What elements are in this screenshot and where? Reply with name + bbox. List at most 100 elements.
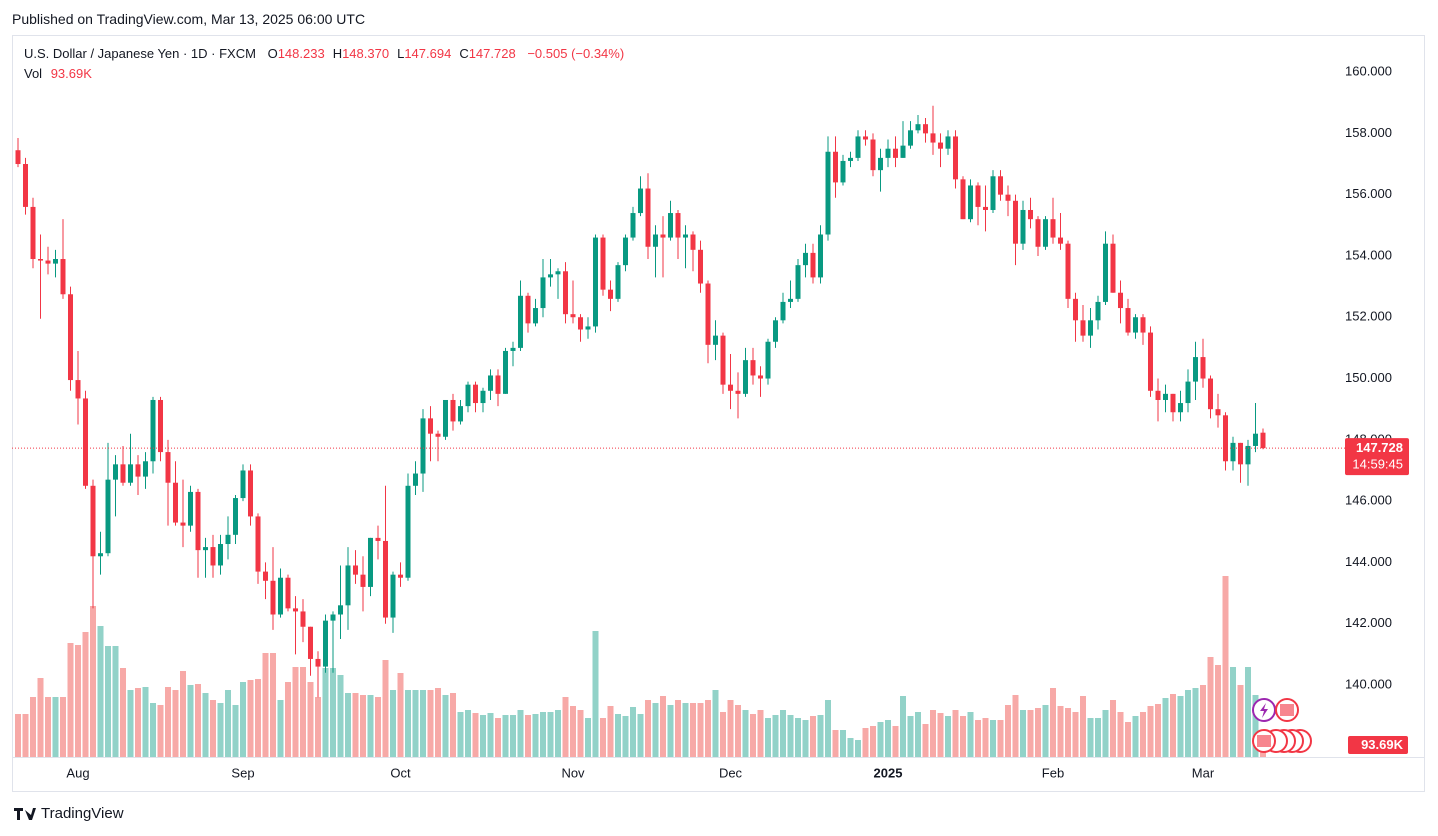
y-tick-label: 158.000 xyxy=(1345,125,1392,140)
volume-bar xyxy=(727,700,734,757)
volume-bar xyxy=(1102,710,1109,757)
volume-bar xyxy=(900,696,906,757)
ohlc-key: H xyxy=(332,46,343,61)
ohlc-value: 148.233 xyxy=(277,46,325,61)
candle-body xyxy=(1013,200,1018,244)
volume-bar xyxy=(870,726,876,757)
volume-bar xyxy=(285,682,291,757)
candle-body xyxy=(195,491,201,551)
candle-body xyxy=(563,271,568,315)
volume-bar xyxy=(232,705,239,757)
candle-body xyxy=(968,185,973,220)
volume-bar xyxy=(855,740,861,757)
candle-body xyxy=(1073,298,1078,321)
volume-bar xyxy=(300,667,306,757)
volume-bar xyxy=(697,703,704,757)
volume-bar xyxy=(75,645,81,757)
x-tick-label: Nov xyxy=(561,765,585,780)
volume-bar xyxy=(292,667,299,757)
candle-body xyxy=(113,464,118,480)
volume-bar xyxy=(1147,706,1154,757)
volume-bar xyxy=(90,606,96,757)
y-tick-label: 156.000 xyxy=(1345,186,1392,201)
candle-body xyxy=(645,188,651,247)
volume-bar xyxy=(1087,718,1094,757)
candle-body xyxy=(698,249,703,284)
badges: 147.728 14:59:45 93.69K xyxy=(12,438,1409,754)
volume-bar xyxy=(607,706,614,757)
volume-bar xyxy=(120,668,126,757)
candle-body xyxy=(1133,317,1138,333)
candle-body xyxy=(780,301,786,321)
candle-body xyxy=(293,608,298,612)
volume-bar xyxy=(937,713,944,757)
candle-body xyxy=(713,335,718,345)
volume-label: Vol xyxy=(24,66,43,81)
candle-body xyxy=(1028,209,1033,220)
candle-body xyxy=(338,605,343,615)
volume-bar xyxy=(652,703,659,757)
last-price-label: 147.728 xyxy=(1356,440,1403,455)
candle-body xyxy=(398,574,403,578)
candle-body xyxy=(120,464,126,483)
volume-bar xyxy=(367,695,374,757)
candle-body xyxy=(480,390,486,404)
volume-bar xyxy=(810,716,816,757)
volume-bar xyxy=(472,713,479,757)
candle-body xyxy=(315,658,321,667)
volume-bar xyxy=(1192,688,1199,757)
volume-bar xyxy=(1125,722,1131,757)
volume-bar xyxy=(922,724,929,757)
volume-bar xyxy=(622,716,629,757)
volume-bar xyxy=(202,693,209,757)
candle-body xyxy=(653,234,658,247)
candle-body xyxy=(540,277,546,309)
volume-bar xyxy=(352,693,359,757)
candle-body xyxy=(803,252,808,266)
candle-body xyxy=(255,516,261,572)
candle-body xyxy=(210,547,216,566)
candle-body xyxy=(1185,381,1191,404)
volume-bar xyxy=(675,700,681,757)
candle-body xyxy=(233,498,238,535)
candle-body xyxy=(983,206,988,210)
volume-bar xyxy=(757,710,764,757)
candle-body xyxy=(908,130,913,146)
candle-body xyxy=(945,136,951,149)
indicator-icons[interactable] xyxy=(1252,698,1312,753)
candle-body xyxy=(1140,317,1146,333)
volume-bar xyxy=(30,697,36,757)
volume-bar xyxy=(1132,716,1139,757)
volume-bar xyxy=(240,682,246,757)
volume-bar xyxy=(1012,695,1019,757)
volume-bar xyxy=(915,712,921,757)
candle-body xyxy=(1170,393,1176,413)
candle-body xyxy=(30,206,36,260)
volume-bar xyxy=(45,697,51,757)
volume-bar xyxy=(150,703,156,757)
footer-logo[interactable]: TradingView xyxy=(41,805,124,822)
candle-body xyxy=(1035,219,1041,247)
volume-bar xyxy=(1020,710,1026,757)
candle-body xyxy=(525,295,531,324)
candle-body xyxy=(473,384,478,404)
ohlc-key: L xyxy=(397,46,405,61)
volume-bar xyxy=(1162,698,1169,757)
candle-body xyxy=(795,265,801,299)
candle-body xyxy=(998,176,1003,195)
candle-body xyxy=(435,433,441,437)
x-tick-label: Dec xyxy=(719,765,743,780)
candle-body xyxy=(428,418,433,434)
x-tick-label: 2025 xyxy=(874,765,903,780)
candle-body xyxy=(1223,415,1228,462)
candle-body xyxy=(1245,445,1251,465)
candle-body xyxy=(855,136,861,158)
volume-bar xyxy=(660,696,666,757)
volume-bar xyxy=(795,718,801,757)
volume-bar xyxy=(1140,712,1146,757)
candle-body xyxy=(570,314,576,318)
candle-body xyxy=(660,234,666,238)
volume-bar xyxy=(630,707,636,757)
candle-body xyxy=(585,326,591,330)
